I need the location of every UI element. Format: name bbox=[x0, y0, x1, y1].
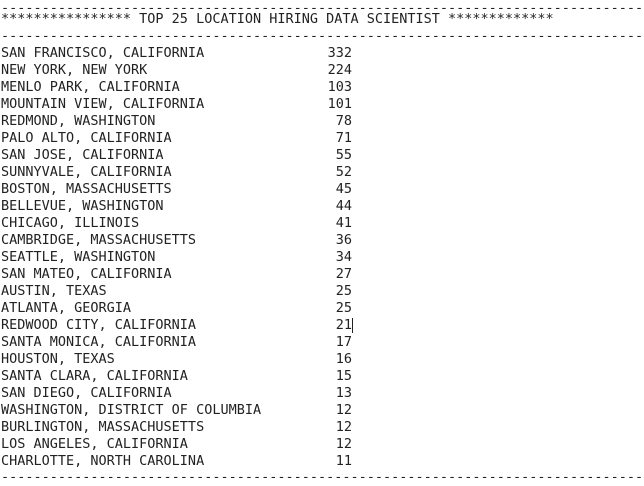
location-count: 224 bbox=[327, 62, 352, 78]
list-item: CAMBRIDGE, MASSACHUSETTS 36 bbox=[1, 232, 644, 249]
location-name: SAN JOSE, CALIFORNIA bbox=[1, 147, 164, 163]
location-count: 12 bbox=[335, 402, 352, 418]
list-item: SAN DIEGO, CALIFORNIA 13 bbox=[1, 385, 644, 402]
location-count: 25 bbox=[335, 300, 352, 316]
location-count: 71 bbox=[335, 130, 352, 146]
list-item: NEW YORK, NEW YORK 224 bbox=[1, 62, 644, 79]
location-name: SANTA CLARA, CALIFORNIA bbox=[1, 368, 188, 384]
list-item: SANTA CLARA, CALIFORNIA 15 bbox=[1, 368, 644, 385]
location-name: SUNNYVALE, CALIFORNIA bbox=[1, 164, 172, 180]
location-name: ATLANTA, GEORGIA bbox=[1, 300, 132, 316]
location-name: WASHINGTON, DISTRICT OF COLUMBIA bbox=[1, 402, 262, 418]
bottom-separator: ----------------------------------------… bbox=[1, 469, 644, 485]
list-item: MOUNTAIN VIEW, CALIFORNIA 101 bbox=[1, 96, 644, 113]
list-item: ATLANTA, GEORGIA 25 bbox=[1, 300, 644, 317]
list-item: SAN FRANCISCO, CALIFORNIA 332 bbox=[1, 45, 644, 62]
location-count: 34 bbox=[335, 249, 352, 265]
location-count: 12 bbox=[335, 436, 352, 452]
list-item: PALO ALTO, CALIFORNIA 71 bbox=[1, 130, 644, 147]
list-item: WASHINGTON, DISTRICT OF COLUMBIA 12 bbox=[1, 402, 644, 419]
location-count: 44 bbox=[335, 198, 352, 214]
location-name: AUSTIN, TEXAS bbox=[1, 283, 107, 299]
location-list: SAN FRANCISCO, CALIFORNIA 332 NEW YORK, N… bbox=[1, 45, 644, 470]
list-item: SANTA MONICA, CALIFORNIA 17 bbox=[1, 334, 644, 351]
location-count: 21 bbox=[335, 317, 352, 333]
location-count: 52 bbox=[335, 164, 352, 180]
location-name: SAN FRANCISCO, CALIFORNIA bbox=[1, 45, 205, 61]
location-count: 16 bbox=[335, 351, 352, 367]
location-name: MOUNTAIN VIEW, CALIFORNIA bbox=[1, 96, 205, 112]
location-count: 101 bbox=[327, 96, 352, 112]
location-name: SAN MATEO, CALIFORNIA bbox=[1, 266, 172, 282]
list-item: CHICAGO, ILLINOIS 41 bbox=[1, 215, 644, 232]
location-name: SEATTLE, WASHINGTON bbox=[1, 249, 156, 265]
title-separator: ----------------------------------------… bbox=[1, 28, 644, 44]
location-name: BURLINGTON, MASSACHUSETTS bbox=[1, 419, 205, 435]
location-name: CHARLOTTE, NORTH CAROLINA bbox=[1, 453, 205, 469]
location-count: 36 bbox=[335, 232, 352, 248]
list-item: HOUSTON, TEXAS 16 bbox=[1, 351, 644, 368]
list-item: SEATTLE, WASHINGTON 34 bbox=[1, 249, 644, 266]
location-count: 13 bbox=[335, 385, 352, 401]
location-count: 27 bbox=[335, 266, 352, 282]
location-name: PALO ALTO, CALIFORNIA bbox=[1, 130, 172, 146]
location-count: 45 bbox=[335, 181, 352, 197]
location-name: SANTA MONICA, CALIFORNIA bbox=[1, 334, 197, 350]
location-name: SAN DIEGO, CALIFORNIA bbox=[1, 385, 172, 401]
list-item: BURLINGTON, MASSACHUSETTS 12 bbox=[1, 419, 644, 436]
location-name: LOS ANGELES, CALIFORNIA bbox=[1, 436, 188, 452]
list-item: BELLEVUE, WASHINGTON 44 bbox=[1, 198, 644, 215]
location-count: 332 bbox=[327, 45, 352, 61]
list-item: AUSTIN, TEXAS 25 bbox=[1, 283, 644, 300]
location-name: HOUSTON, TEXAS bbox=[1, 351, 115, 367]
list-item: REDMOND, WASHINGTON 78 bbox=[1, 113, 644, 130]
report-title: **************** TOP 25 LOCATION HIRING … bbox=[1, 11, 554, 27]
location-count: 17 bbox=[335, 334, 352, 350]
list-item: LOS ANGELES, CALIFORNIA 12 bbox=[1, 436, 644, 453]
location-name: MENLO PARK, CALIFORNIA bbox=[1, 79, 180, 95]
location-name: REDMOND, WASHINGTON bbox=[1, 113, 156, 129]
location-count: 55 bbox=[335, 147, 352, 163]
location-count: 15 bbox=[335, 368, 352, 384]
list-item: BOSTON, MASSACHUSETTS 45 bbox=[1, 181, 644, 198]
location-count: 11 bbox=[335, 453, 352, 469]
location-count: 103 bbox=[327, 79, 352, 95]
list-item: SAN JOSE, CALIFORNIA 55 bbox=[1, 147, 644, 164]
list-item: SAN MATEO, CALIFORNIA 27 bbox=[1, 266, 644, 283]
list-item: REDWOOD CITY, CALIFORNIA 21 bbox=[1, 317, 644, 334]
location-count: 25 bbox=[335, 283, 352, 299]
location-name: REDWOOD CITY, CALIFORNIA bbox=[1, 317, 197, 333]
location-name: BOSTON, MASSACHUSETTS bbox=[1, 181, 172, 197]
list-item: SUNNYVALE, CALIFORNIA 52 bbox=[1, 164, 644, 181]
top-separator: ----------------------------------------… bbox=[1, 0, 644, 16]
location-count: 78 bbox=[335, 113, 352, 129]
location-count: 12 bbox=[335, 419, 352, 435]
text-cursor bbox=[352, 318, 353, 333]
location-name: CHICAGO, ILLINOIS bbox=[1, 215, 140, 231]
location-count: 41 bbox=[335, 215, 352, 231]
location-name: BELLEVUE, WASHINGTON bbox=[1, 198, 164, 214]
location-name: CAMBRIDGE, MASSACHUSETTS bbox=[1, 232, 197, 248]
location-name: NEW YORK, NEW YORK bbox=[1, 62, 148, 78]
list-item: CHARLOTTE, NORTH CAROLINA 11 bbox=[1, 453, 644, 470]
list-item: MENLO PARK, CALIFORNIA 103 bbox=[1, 79, 644, 96]
